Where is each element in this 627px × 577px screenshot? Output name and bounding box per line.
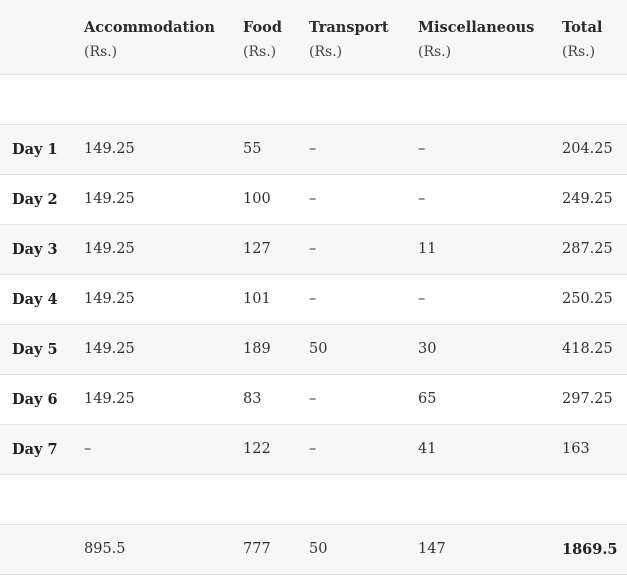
transport-cell: – <box>297 124 406 175</box>
food-cell: 55 <box>231 124 297 175</box>
table-row: Day 1 149.25 55 – – 204.25 <box>0 124 627 175</box>
header-transport: Transport (Rs.) <box>297 0 406 75</box>
totals-label <box>0 524 72 575</box>
accommodation-cell: 149.25 <box>72 324 231 375</box>
total-cell: 418.25 <box>550 324 627 375</box>
header-row: Accommodation (Rs.) Food (Rs.) Transport… <box>0 0 627 75</box>
misc-cell: 65 <box>406 374 550 425</box>
header-label: Miscellaneous <box>418 19 535 36</box>
spacer-cell <box>0 474 627 525</box>
table-row: Day 4 149.25 101 – – 250.25 <box>0 274 627 325</box>
grand-total: 1869.5 <box>550 524 627 575</box>
header-food: Food (Rs.) <box>231 0 297 75</box>
header-total: Total (Rs.) <box>550 0 627 75</box>
header-unit: (Rs.) <box>562 44 596 60</box>
total-cell: 297.25 <box>550 374 627 425</box>
day-label: Day 3 <box>0 224 72 275</box>
transport-cell: – <box>297 274 406 325</box>
day-label: Day 1 <box>0 124 72 175</box>
misc-cell: – <box>406 174 550 225</box>
misc-cell: 41 <box>406 424 550 475</box>
food-total: 777 <box>231 524 297 575</box>
spacer-row <box>0 74 627 125</box>
header-label: Total <box>562 19 603 36</box>
transport-cell: – <box>297 174 406 225</box>
misc-cell: 11 <box>406 224 550 275</box>
transport-total: 50 <box>297 524 406 575</box>
table-header: Accommodation (Rs.) Food (Rs.) Transport… <box>0 0 627 75</box>
transport-cell: – <box>297 224 406 275</box>
food-cell: 189 <box>231 324 297 375</box>
total-cell: 249.25 <box>550 174 627 225</box>
accommodation-cell: 149.25 <box>72 124 231 175</box>
day-label: Day 5 <box>0 324 72 375</box>
transport-cell: – <box>297 424 406 475</box>
header-unit: (Rs.) <box>418 44 452 60</box>
misc-total: 147 <box>406 524 550 575</box>
accommodation-cell: 149.25 <box>72 274 231 325</box>
table-body: Day 1 149.25 55 – – 204.25 Day 2 149.25 … <box>0 74 627 575</box>
spacer-cell <box>0 74 627 125</box>
header-day-column <box>0 0 72 75</box>
header-label: Food <box>243 19 282 36</box>
misc-cell: 30 <box>406 324 550 375</box>
table-row: Day 6 149.25 83 – 65 297.25 <box>0 374 627 425</box>
accommodation-cell: 149.25 <box>72 374 231 425</box>
header-unit: (Rs.) <box>84 44 118 60</box>
table-row: Day 7 – 122 – 41 163 <box>0 424 627 475</box>
misc-cell: – <box>406 124 550 175</box>
header-label: Accommodation <box>84 19 215 36</box>
day-label: Day 6 <box>0 374 72 425</box>
transport-cell: 50 <box>297 324 406 375</box>
totals-row: 895.5 777 50 147 1869.5 <box>0 524 627 575</box>
misc-cell: – <box>406 274 550 325</box>
accommodation-cell: 149.25 <box>72 224 231 275</box>
accommodation-cell: 149.25 <box>72 174 231 225</box>
total-cell: 163 <box>550 424 627 475</box>
food-cell: 127 <box>231 224 297 275</box>
total-cell: 204.25 <box>550 124 627 175</box>
day-label: Day 2 <box>0 174 72 225</box>
total-cell: 250.25 <box>550 274 627 325</box>
header-miscellaneous: Miscellaneous (Rs.) <box>406 0 550 75</box>
header-accommodation: Accommodation (Rs.) <box>72 0 231 75</box>
spacer-row <box>0 474 627 525</box>
header-label: Transport <box>309 19 389 36</box>
header-unit: (Rs.) <box>243 44 277 60</box>
food-cell: 101 <box>231 274 297 325</box>
accommodation-total: 895.5 <box>72 524 231 575</box>
food-cell: 100 <box>231 174 297 225</box>
table-row: Day 5 149.25 189 50 30 418.25 <box>0 324 627 375</box>
total-cell: 287.25 <box>550 224 627 275</box>
day-label: Day 7 <box>0 424 72 475</box>
transport-cell: – <box>297 374 406 425</box>
table-row: Day 3 149.25 127 – 11 287.25 <box>0 224 627 275</box>
day-label: Day 4 <box>0 274 72 325</box>
food-cell: 122 <box>231 424 297 475</box>
accommodation-cell: – <box>72 424 231 475</box>
table-row: Day 2 149.25 100 – – 249.25 <box>0 174 627 225</box>
header-unit: (Rs.) <box>309 44 343 60</box>
food-cell: 83 <box>231 374 297 425</box>
